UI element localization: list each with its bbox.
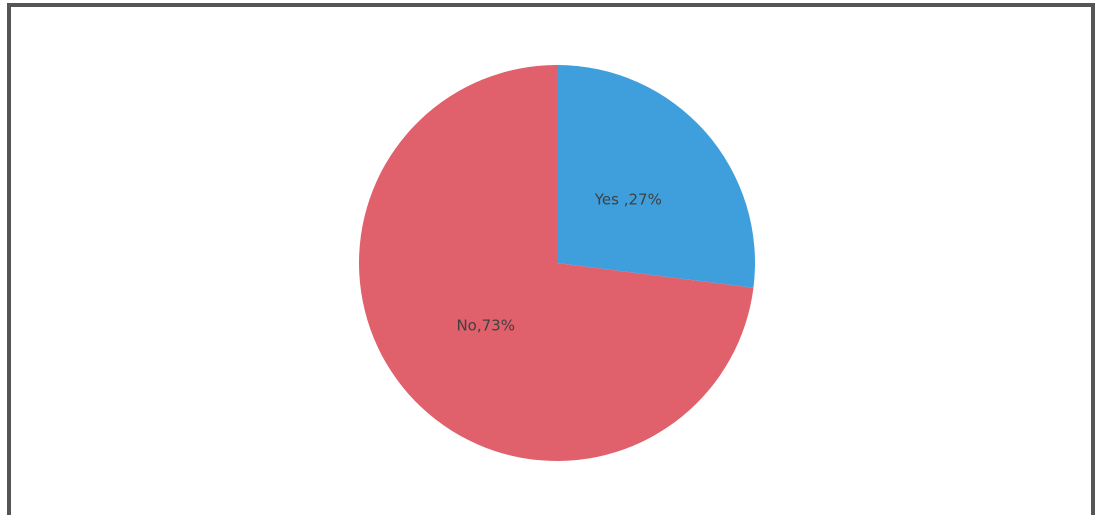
pie-slice	[557, 65, 755, 288]
data-label: No,73%	[456, 316, 515, 334]
pie-slice	[359, 65, 754, 462]
data-label: Yes ,27%	[594, 191, 662, 209]
